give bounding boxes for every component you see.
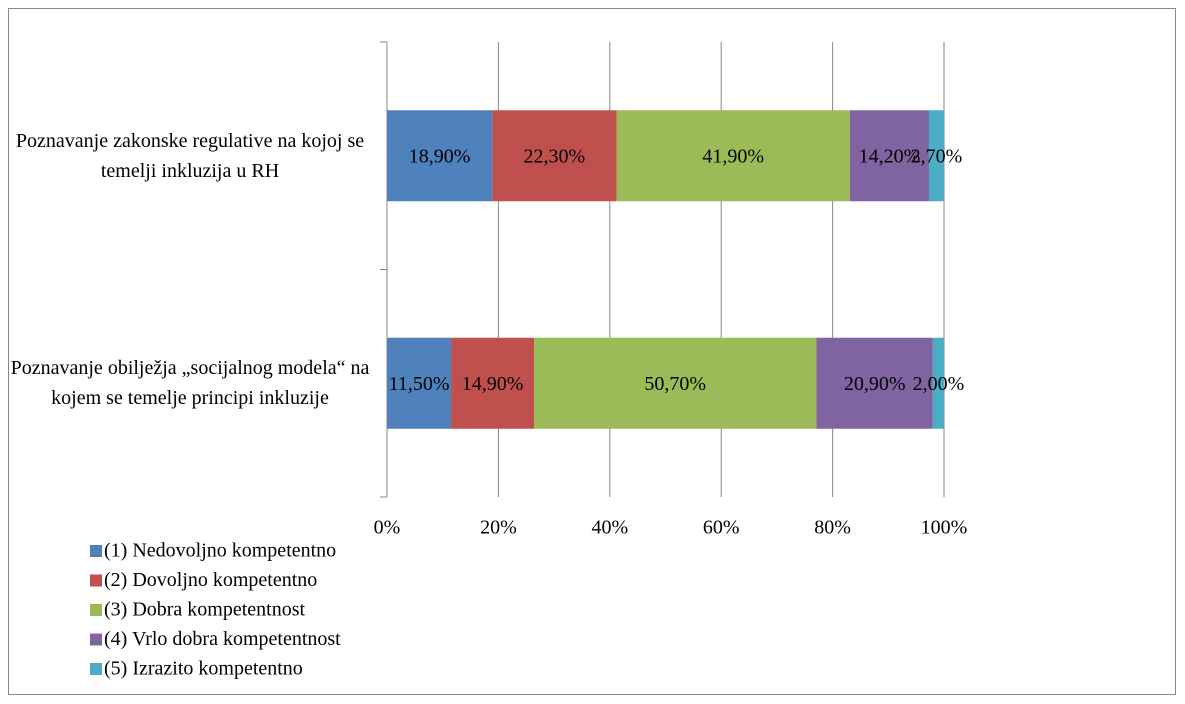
bar-segment bbox=[387, 337, 452, 429]
legend-swatch bbox=[90, 633, 102, 646]
bar-segment bbox=[534, 337, 817, 429]
data-label: 14,20% bbox=[859, 145, 921, 167]
category-label: Poznavanje obilježja „socijalnog modela“… bbox=[10, 357, 370, 410]
legend-swatch bbox=[90, 545, 102, 557]
bar-segment bbox=[932, 337, 944, 429]
x-tick-label: 40% bbox=[591, 517, 628, 539]
bar-segment bbox=[616, 110, 850, 202]
legend-label: (1) Nedovoljno kompetentno bbox=[104, 540, 336, 562]
bar-segment bbox=[451, 337, 535, 429]
legend-label: (3) Dobra kompetentnost bbox=[104, 599, 306, 621]
x-tick-label: 60% bbox=[703, 517, 740, 539]
legend-label: (2) Dovoljno kompetentno bbox=[104, 569, 317, 591]
x-tick-label: 0% bbox=[374, 517, 401, 539]
category-label: Poznavanje zakonske regulative na kojoj … bbox=[15, 129, 365, 182]
legend-swatch bbox=[90, 604, 102, 616]
legend-swatch bbox=[90, 574, 102, 587]
x-tick-label: 20% bbox=[480, 517, 517, 539]
legend-label: (5) Izrazito kompetentno bbox=[104, 658, 303, 680]
x-tick-label: 100% bbox=[921, 517, 968, 539]
data-label: 2,00% bbox=[913, 373, 965, 395]
data-label: 20,90% bbox=[844, 373, 906, 395]
chart-frame bbox=[8, 8, 1176, 695]
data-label: 50,70% bbox=[644, 373, 706, 395]
bar-segment bbox=[492, 110, 617, 202]
data-label: 11,50% bbox=[389, 373, 450, 395]
data-label: 22,30% bbox=[524, 145, 586, 167]
x-tick-label: 80% bbox=[814, 517, 851, 539]
bar-segment bbox=[387, 110, 493, 202]
data-label: 18,90% bbox=[409, 145, 471, 167]
legend-label: (4) Vrlo dobra kompetentnost bbox=[104, 628, 341, 650]
bar-segment bbox=[928, 110, 944, 202]
bar-segment bbox=[816, 337, 933, 429]
legend-swatch bbox=[90, 663, 102, 675]
bar-segment bbox=[849, 110, 929, 202]
data-label: 14,90% bbox=[462, 373, 524, 395]
data-label: 2,70% bbox=[911, 145, 963, 167]
data-label: 41,90% bbox=[702, 145, 764, 167]
